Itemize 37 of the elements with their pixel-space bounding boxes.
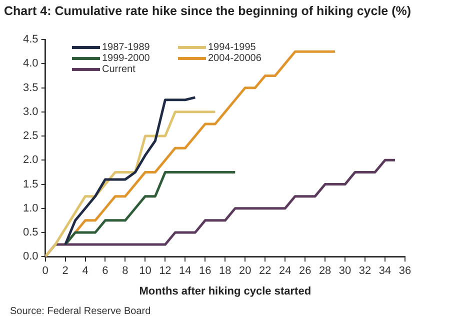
x-tick-label: 8 xyxy=(122,265,128,278)
x-tick-label: 16 xyxy=(199,265,212,278)
chart-title: Chart 4: Cumulative rate hike since the beginning of hiking cycle (%) xyxy=(4,4,412,18)
legend-label: 2004-20006 xyxy=(208,53,262,64)
x-tick-label: 12 xyxy=(159,265,172,278)
y-tick-label: 4.5 xyxy=(22,34,38,46)
x-tick-label: 24 xyxy=(278,265,292,278)
y-tick-label: 4.0 xyxy=(22,58,38,70)
x-tick-label: 32 xyxy=(358,265,372,278)
x-tick-label: 22 xyxy=(258,265,272,278)
x-tick-label: 4 xyxy=(82,265,88,278)
legend-label: 1994-1995 xyxy=(208,42,256,53)
y-tick-label: 1.5 xyxy=(22,178,38,190)
y-tick-label: 2.5 xyxy=(22,130,38,142)
x-tick-label: 28 xyxy=(318,265,332,278)
x-tick-label: 34 xyxy=(378,265,392,278)
x-tick-label: 2 xyxy=(62,265,68,278)
y-tick-label: 2.0 xyxy=(22,154,38,166)
x-tick-label: 36 xyxy=(398,265,412,278)
x-tick-label: 10 xyxy=(139,265,152,278)
legend-label: 1987-1989 xyxy=(102,42,150,53)
x-tick-label: 6 xyxy=(102,265,108,278)
x-tick-label: 26 xyxy=(298,265,312,278)
x-axis-title: Months after hiking cycle started xyxy=(139,285,312,298)
x-tick-label: 14 xyxy=(179,265,192,278)
y-tick-label: 0.5 xyxy=(22,226,38,239)
y-tick-label: 1.0 xyxy=(22,202,38,214)
x-tick-label: 20 xyxy=(239,265,252,278)
y-tick-label: 3.0 xyxy=(22,106,38,118)
source-note: Source: Federal Reserve Board xyxy=(10,306,151,317)
legend-label: Current xyxy=(102,64,136,75)
legend-label: 1999-2000 xyxy=(102,53,150,64)
y-tick-label: 0.0 xyxy=(22,250,38,263)
x-tick-label: 18 xyxy=(219,265,232,278)
x-tick-label: 30 xyxy=(338,265,352,278)
y-tick-label: 3.5 xyxy=(22,82,38,94)
x-tick-label: 0 xyxy=(42,265,48,278)
